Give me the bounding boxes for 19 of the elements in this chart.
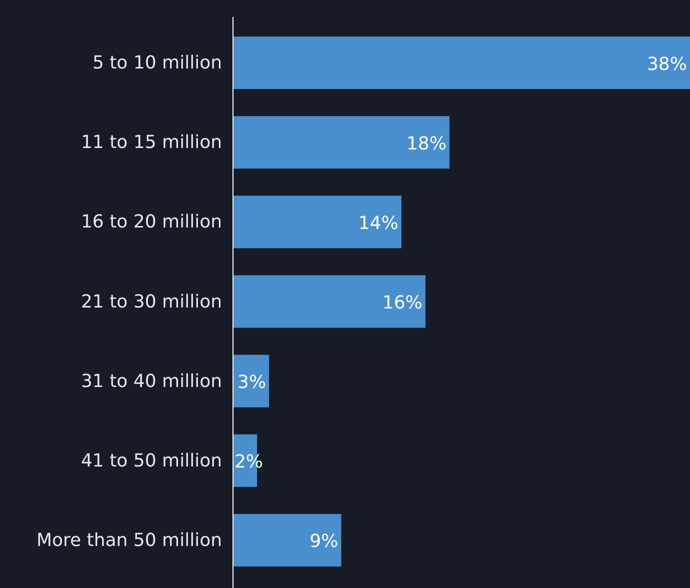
y-tick-label: More than 50 million (36, 530, 222, 551)
bar (233, 116, 450, 169)
y-tick-label: 11 to 15 million (80, 132, 222, 154)
y-tick-label: 5 to 10 million (92, 52, 222, 74)
data-label: 9% (310, 531, 338, 552)
y-tick-label: 41 to 50 million (80, 450, 222, 472)
y-tick-label: 16 to 20 million (80, 212, 222, 233)
bar (233, 354, 270, 408)
data-label: 3% (238, 372, 266, 394)
bar (233, 275, 426, 328)
data-label: 18% (406, 133, 446, 154)
bar (233, 36, 690, 90)
data-label: 16% (382, 292, 422, 314)
bar (233, 196, 402, 248)
data-label: 14% (358, 212, 398, 234)
y-tick-label: 21 to 30 million (80, 291, 222, 312)
bar (233, 514, 342, 566)
data-label: 38% (646, 54, 687, 75)
y-tick-label: 31 to 40 million (80, 370, 222, 392)
